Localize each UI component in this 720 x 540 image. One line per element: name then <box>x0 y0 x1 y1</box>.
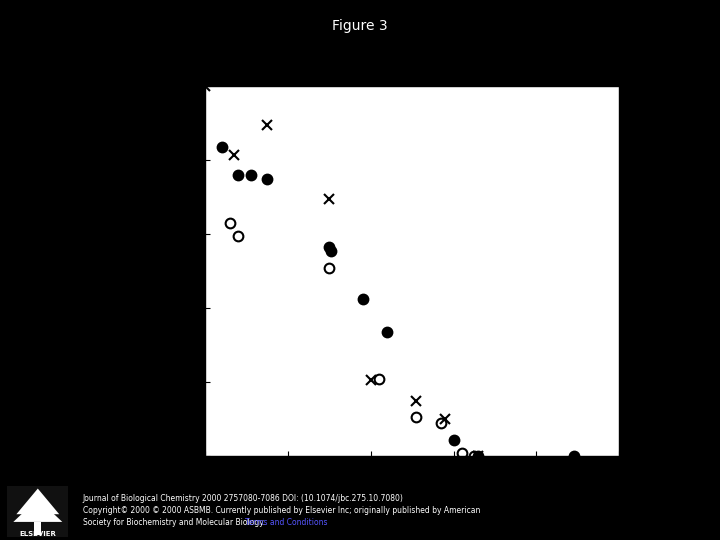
Text: Terms and Conditions: Terms and Conditions <box>245 518 328 527</box>
Text: Copyright© 2000 © 2000 ASBMB. Currently published by Elsevier Inc; originally pu: Copyright© 2000 © 2000 ASBMB. Currently … <box>83 506 480 515</box>
Bar <box>34 522 42 535</box>
Text: ELSEVIER: ELSEVIER <box>19 531 57 537</box>
Polygon shape <box>14 499 63 522</box>
Polygon shape <box>17 489 59 514</box>
Text: Figure 3: Figure 3 <box>332 19 388 33</box>
X-axis label: Variant : Wild Type Ratio: Variant : Wild Type Ratio <box>319 481 505 496</box>
Text: Journal of Biological Chemistry 2000 2757080-7086 DOI: (10.1074/jbc.275.10.7080): Journal of Biological Chemistry 2000 275… <box>83 494 404 503</box>
Text: Society for Biochemistry and Molecular Biology.: Society for Biochemistry and Molecular B… <box>83 518 267 527</box>
Y-axis label: Relative Peptidolytic Activity: Relative Peptidolytic Activity <box>158 163 173 380</box>
